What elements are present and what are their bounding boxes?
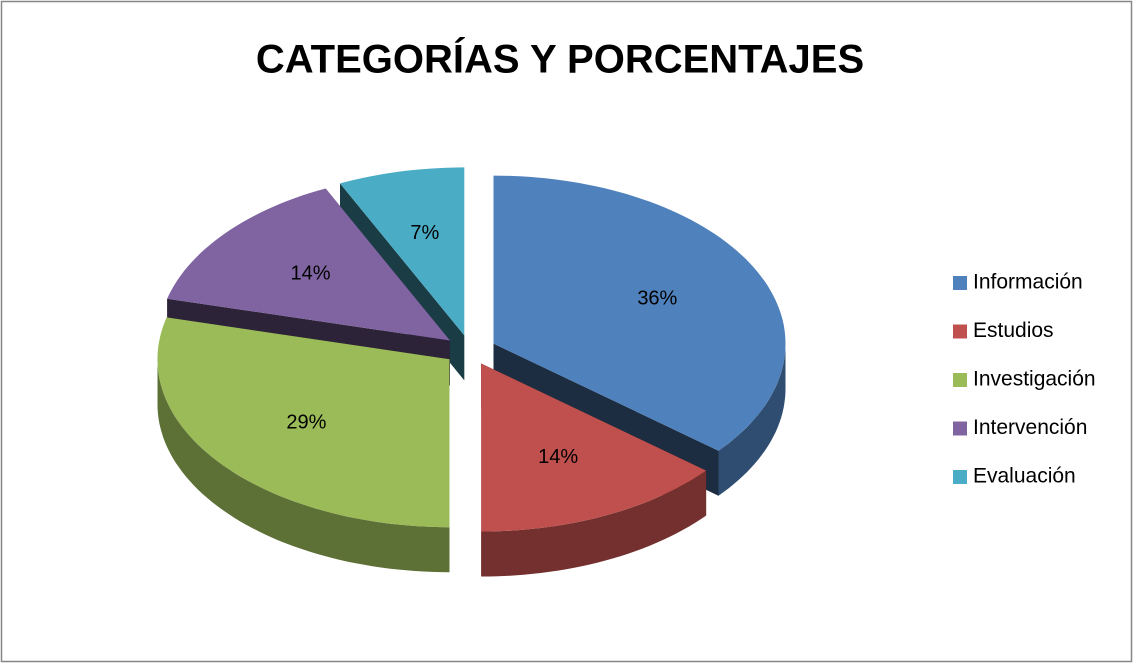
slice-side — [157, 359, 450, 573]
legend-label: Estudios — [973, 319, 1054, 342]
slice — [493, 175, 786, 451]
data-label: 36% — [637, 288, 677, 310]
legend-label: Intervención — [973, 416, 1087, 439]
slice — [167, 188, 450, 341]
legend: Información Estudios Investigación Interven… — [953, 271, 1096, 488]
pie: 36% 14% 29% 14% 7% — [157, 167, 786, 577]
slice — [157, 317, 450, 528]
legend-swatch — [953, 373, 967, 387]
data-label: 7% — [410, 222, 439, 244]
legend-label: Evaluación — [973, 465, 1076, 488]
data-label: 29% — [286, 411, 326, 433]
legend-swatch — [953, 276, 967, 290]
legend-swatch — [953, 421, 967, 436]
slice-side — [718, 343, 786, 496]
legend-label: Investigación — [973, 368, 1096, 391]
legend-swatch — [953, 324, 967, 339]
slice-side — [481, 470, 707, 577]
legend-label: Información — [973, 271, 1083, 294]
chart-title: CATEGORÍAS Y PORCENTAJES — [256, 37, 864, 82]
slice — [340, 167, 465, 336]
slice — [481, 363, 707, 532]
legend-swatch — [953, 470, 967, 484]
data-label: 14% — [290, 262, 330, 284]
data-label: 14% — [538, 446, 578, 468]
